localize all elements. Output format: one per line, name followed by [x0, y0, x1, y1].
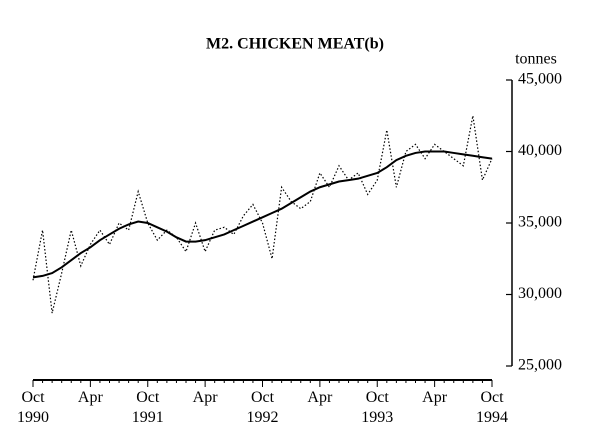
x-tick-label: Oct 1992 [246, 389, 279, 426]
x-tick-label: Apr [422, 389, 448, 406]
y-tick-label: 30,000 [518, 285, 562, 302]
x-tick-label: Oct 1991 [131, 389, 164, 426]
y-tick-label: 25,000 [518, 357, 562, 374]
x-tick-label: Oct 1993 [361, 389, 394, 426]
chart-title: M2. CHICKEN MEAT(b) [206, 36, 384, 53]
y-tick-label: 35,000 [518, 214, 562, 231]
y-tick-label: 45,000 [518, 71, 562, 88]
x-tick-label: Oct 1994 [476, 389, 508, 426]
x-tick-label: Oct 1990 [17, 389, 49, 426]
x-tick-label: Apr [77, 389, 103, 406]
series-line [32, 150, 493, 279]
x-tick-label: Apr [192, 389, 218, 406]
series-line [32, 115, 493, 314]
y-tick-label: 40,000 [518, 142, 562, 159]
x-tick-label: Apr [307, 389, 333, 406]
y-axis-label: tonnes [515, 51, 557, 68]
